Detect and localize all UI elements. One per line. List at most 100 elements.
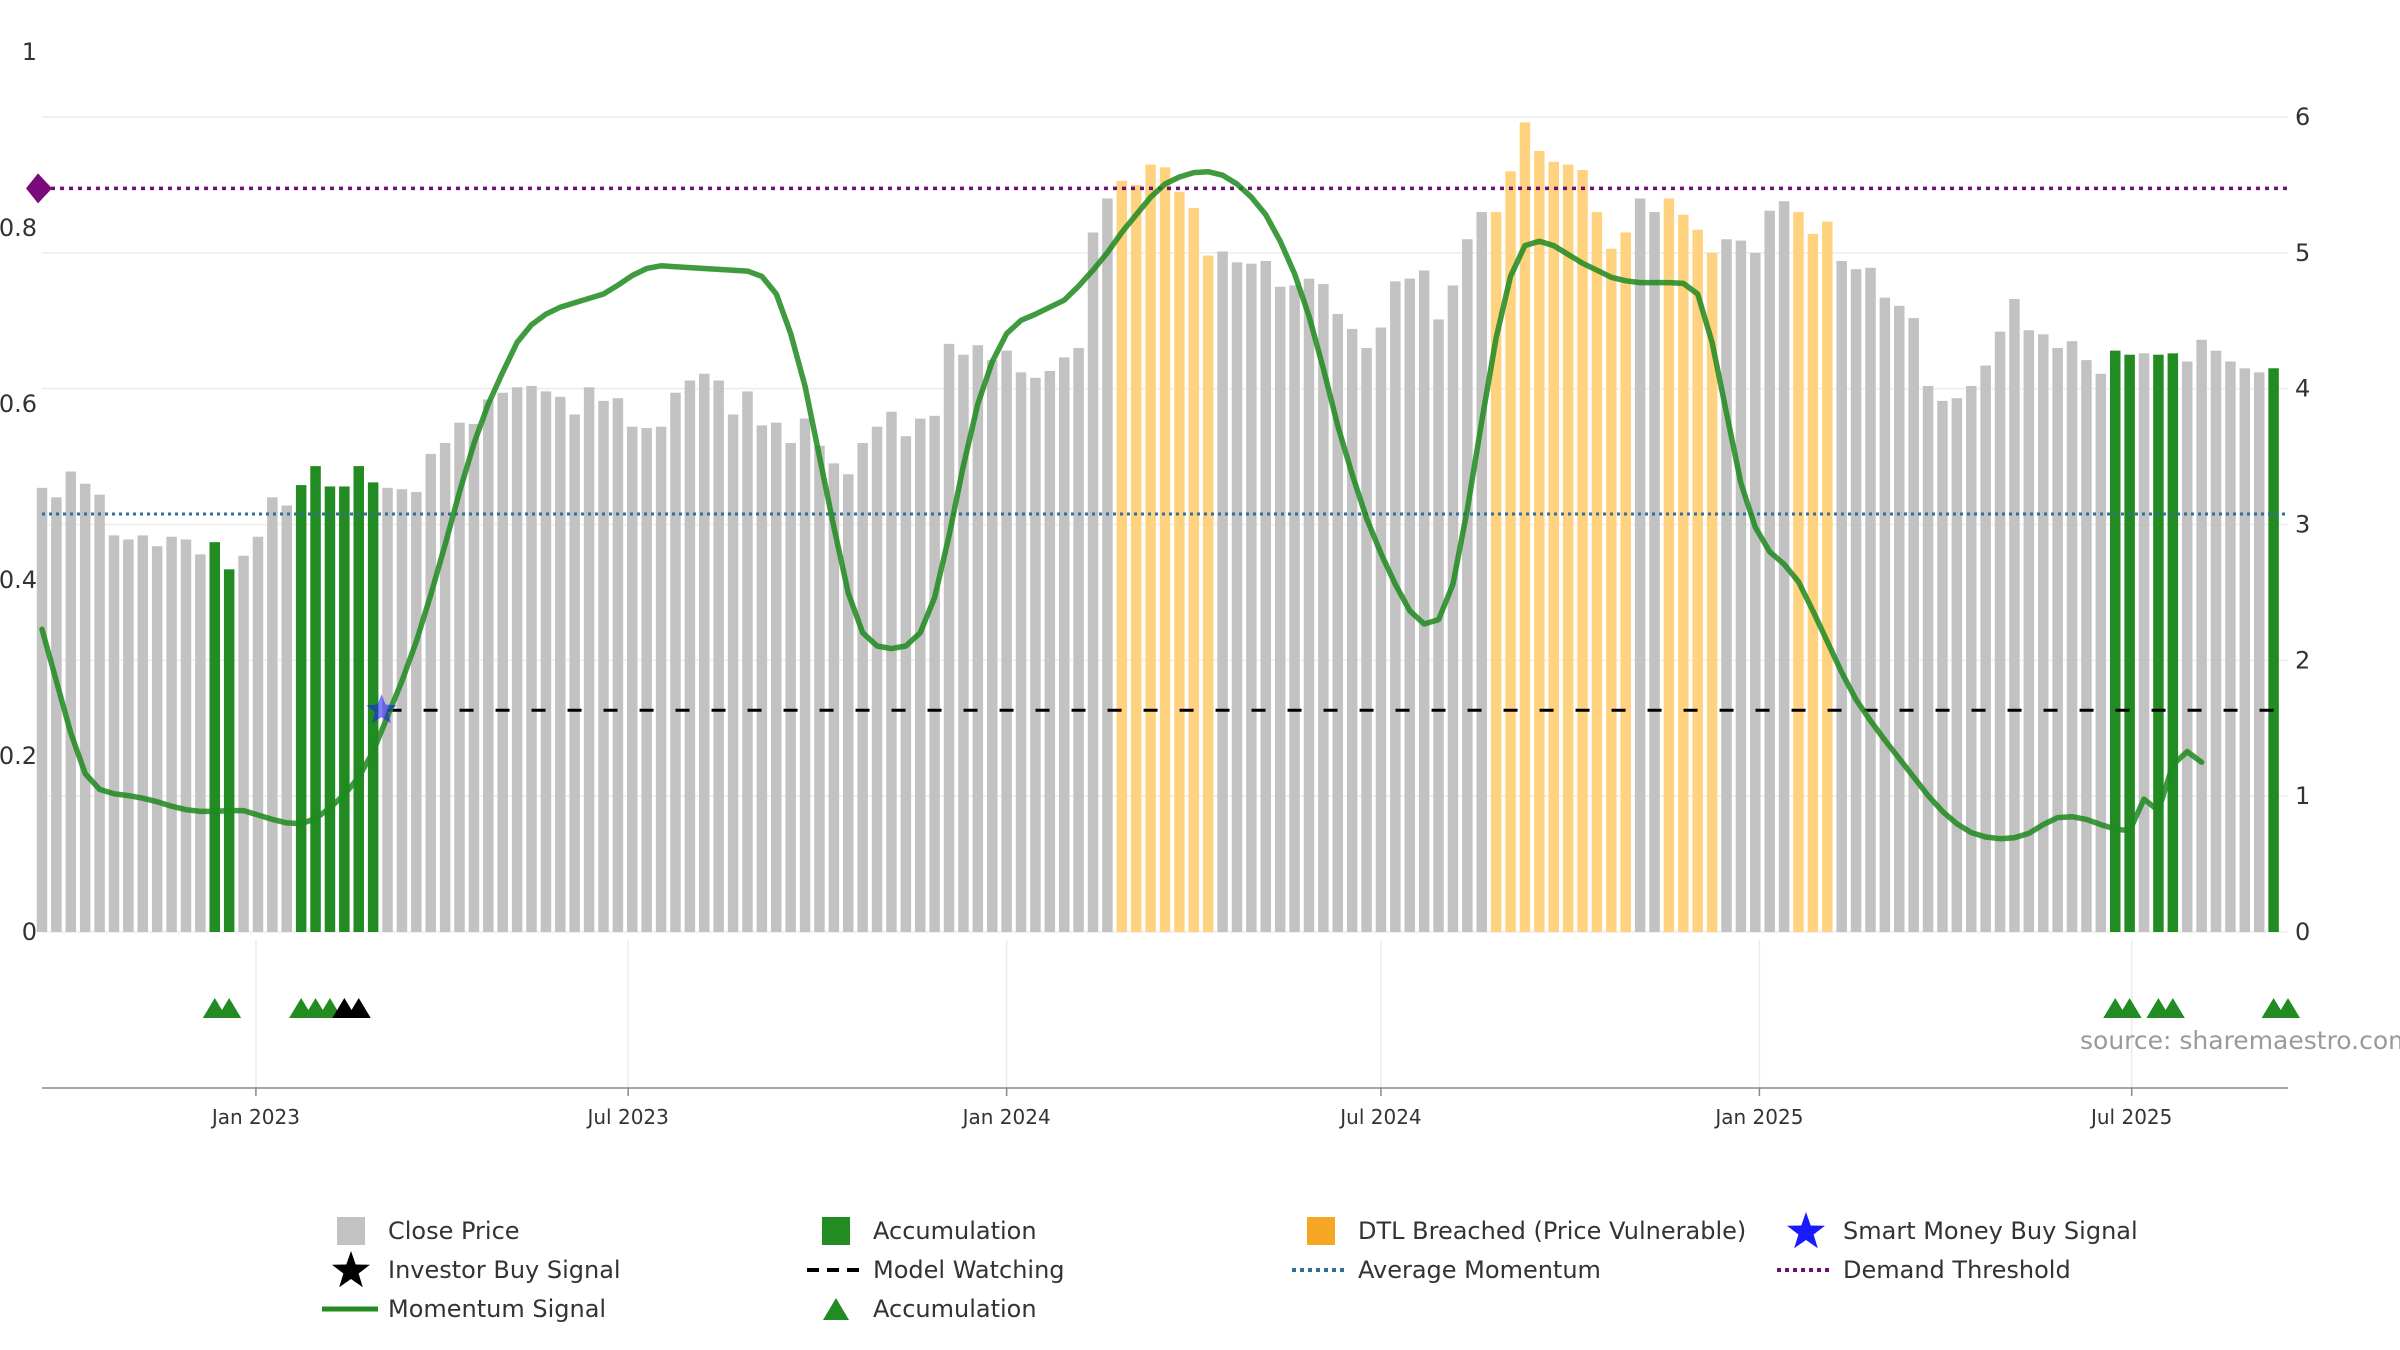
close-price-bar — [2023, 330, 2035, 933]
dashed-line-icon — [805, 1251, 865, 1289]
accumulation-bar — [2153, 354, 2164, 932]
close-price-bar — [1908, 318, 1919, 932]
close-price-bar — [1015, 372, 1027, 932]
legend-item: Model Watching — [805, 1251, 1065, 1289]
close-price-bar — [468, 423, 480, 932]
close-price-bar — [51, 497, 62, 932]
accumulation-triangle — [2276, 998, 2300, 1018]
dtl-breached-bar — [1130, 184, 1142, 932]
close-price-bar — [2225, 361, 2236, 932]
close-price-bar — [785, 443, 796, 932]
close-price-bar — [1375, 327, 1387, 933]
dtl-breached-bar — [1174, 191, 1185, 933]
reference-lines — [26, 173, 2288, 712]
close-price-bar — [2081, 360, 2092, 932]
close-price-bar — [108, 535, 120, 932]
close-price-bar — [281, 505, 293, 932]
close-price-bar — [1980, 365, 1991, 932]
close-price-bar — [828, 463, 840, 932]
legend-item: Accumulation — [805, 1290, 1037, 1328]
y-left-tick-label: 0 — [22, 918, 37, 946]
close-price-bar — [180, 539, 192, 932]
accumulation-bar — [310, 466, 321, 932]
close-price-bar — [1274, 286, 1286, 933]
close-price-bar — [166, 536, 177, 932]
close-price-bar — [411, 491, 422, 932]
close-price-bar — [1058, 357, 1070, 932]
close-price-bar — [986, 360, 998, 932]
close-price-bar — [2196, 339, 2207, 932]
close-price-bar — [1966, 385, 1977, 932]
close-price-bar — [454, 422, 465, 932]
accumulation-triangle — [2117, 998, 2142, 1018]
close-price-bar — [1346, 328, 1358, 932]
demand-threshold-marker — [26, 173, 52, 204]
close-price-bar — [123, 539, 134, 932]
close-price-bar — [1418, 270, 1430, 932]
dtl-breached-bar — [1706, 252, 1718, 933]
close-price-bar — [1289, 285, 1300, 932]
dtl-breached-bar — [1663, 198, 1675, 932]
close-price-bar — [1318, 284, 1329, 932]
dtl-breached-bar — [1145, 164, 1156, 932]
dtl-breached-bar — [1116, 180, 1128, 932]
close-price-bar — [627, 426, 638, 932]
dtl-breached-bar — [1807, 233, 1819, 933]
triangle-icon — [805, 1290, 865, 1328]
close-price-bar — [36, 487, 48, 932]
y-right-tick-label: 2 — [2295, 646, 2310, 674]
close-price-bar — [771, 422, 782, 932]
close-price-bar — [2210, 350, 2222, 933]
close-price-bar — [497, 392, 508, 932]
legend-item: Smart Money Buy Signal — [1775, 1212, 2138, 1250]
close-price-bar — [425, 453, 436, 932]
dtl-breached-bar — [1606, 248, 1617, 933]
investor-buy-triangle — [346, 998, 371, 1018]
dtl-breached-bar — [1620, 232, 1631, 933]
dtl-breached-bar — [1591, 212, 1603, 933]
x-tick-label: Jan 2025 — [1713, 1105, 1803, 1129]
close-price-bar — [1865, 267, 1876, 932]
y-left-tick-label: 0.8 — [0, 214, 37, 242]
legend-label: Investor Buy Signal — [388, 1256, 621, 1284]
close-price-bar — [1721, 239, 1732, 932]
square-icon — [805, 1212, 865, 1250]
close-price-bar — [2066, 341, 2078, 932]
dtl-breached-bar — [1490, 212, 1502, 933]
close-price-bar — [699, 373, 710, 933]
close-price-bar — [1001, 350, 1012, 933]
legend-item: Demand Threshold — [1775, 1251, 2071, 1289]
close-price-bar — [483, 399, 494, 932]
dtl-breached-bar — [1692, 229, 1703, 932]
close-price-bar — [151, 546, 163, 932]
legend-label: Demand Threshold — [1843, 1256, 2071, 1284]
close-price-bar — [1937, 400, 1948, 932]
close-price-bar — [612, 398, 624, 932]
accumulation-triangle — [2160, 998, 2185, 1018]
y-right-tick-label: 5 — [2295, 239, 2310, 267]
close-price-bar — [1030, 377, 1041, 932]
close-price-bar — [843, 474, 854, 932]
close-price-bar — [1390, 281, 1401, 932]
close-price-bar — [540, 391, 552, 933]
smart-money-buy-star — [366, 694, 397, 724]
close-price-bar — [1649, 212, 1660, 933]
y-right-tick-label: 3 — [2295, 511, 2310, 539]
x-tick-label: Jul 2024 — [1338, 1105, 1421, 1129]
close-price-bar — [1044, 371, 1056, 933]
y-right-tick-label: 4 — [2295, 375, 2310, 403]
close-price-bar — [1087, 232, 1099, 933]
y-right-tick-label: 6 — [2295, 103, 2310, 131]
legend-label: Accumulation — [873, 1217, 1037, 1245]
dtl-breached-bar — [1505, 171, 1516, 933]
source-annotation: source: sharemaestro.com — [2080, 1026, 2400, 1055]
close-price-bar — [439, 443, 451, 932]
close-price-bar — [958, 354, 969, 932]
star-icon — [1775, 1212, 1835, 1250]
star-icon — [320, 1251, 380, 1289]
close-price-bar — [756, 425, 768, 932]
accumulation-bar — [295, 485, 307, 932]
close-price-bar — [2138, 353, 2150, 933]
close-price-bar — [655, 426, 667, 932]
close-price-bar — [569, 414, 580, 933]
